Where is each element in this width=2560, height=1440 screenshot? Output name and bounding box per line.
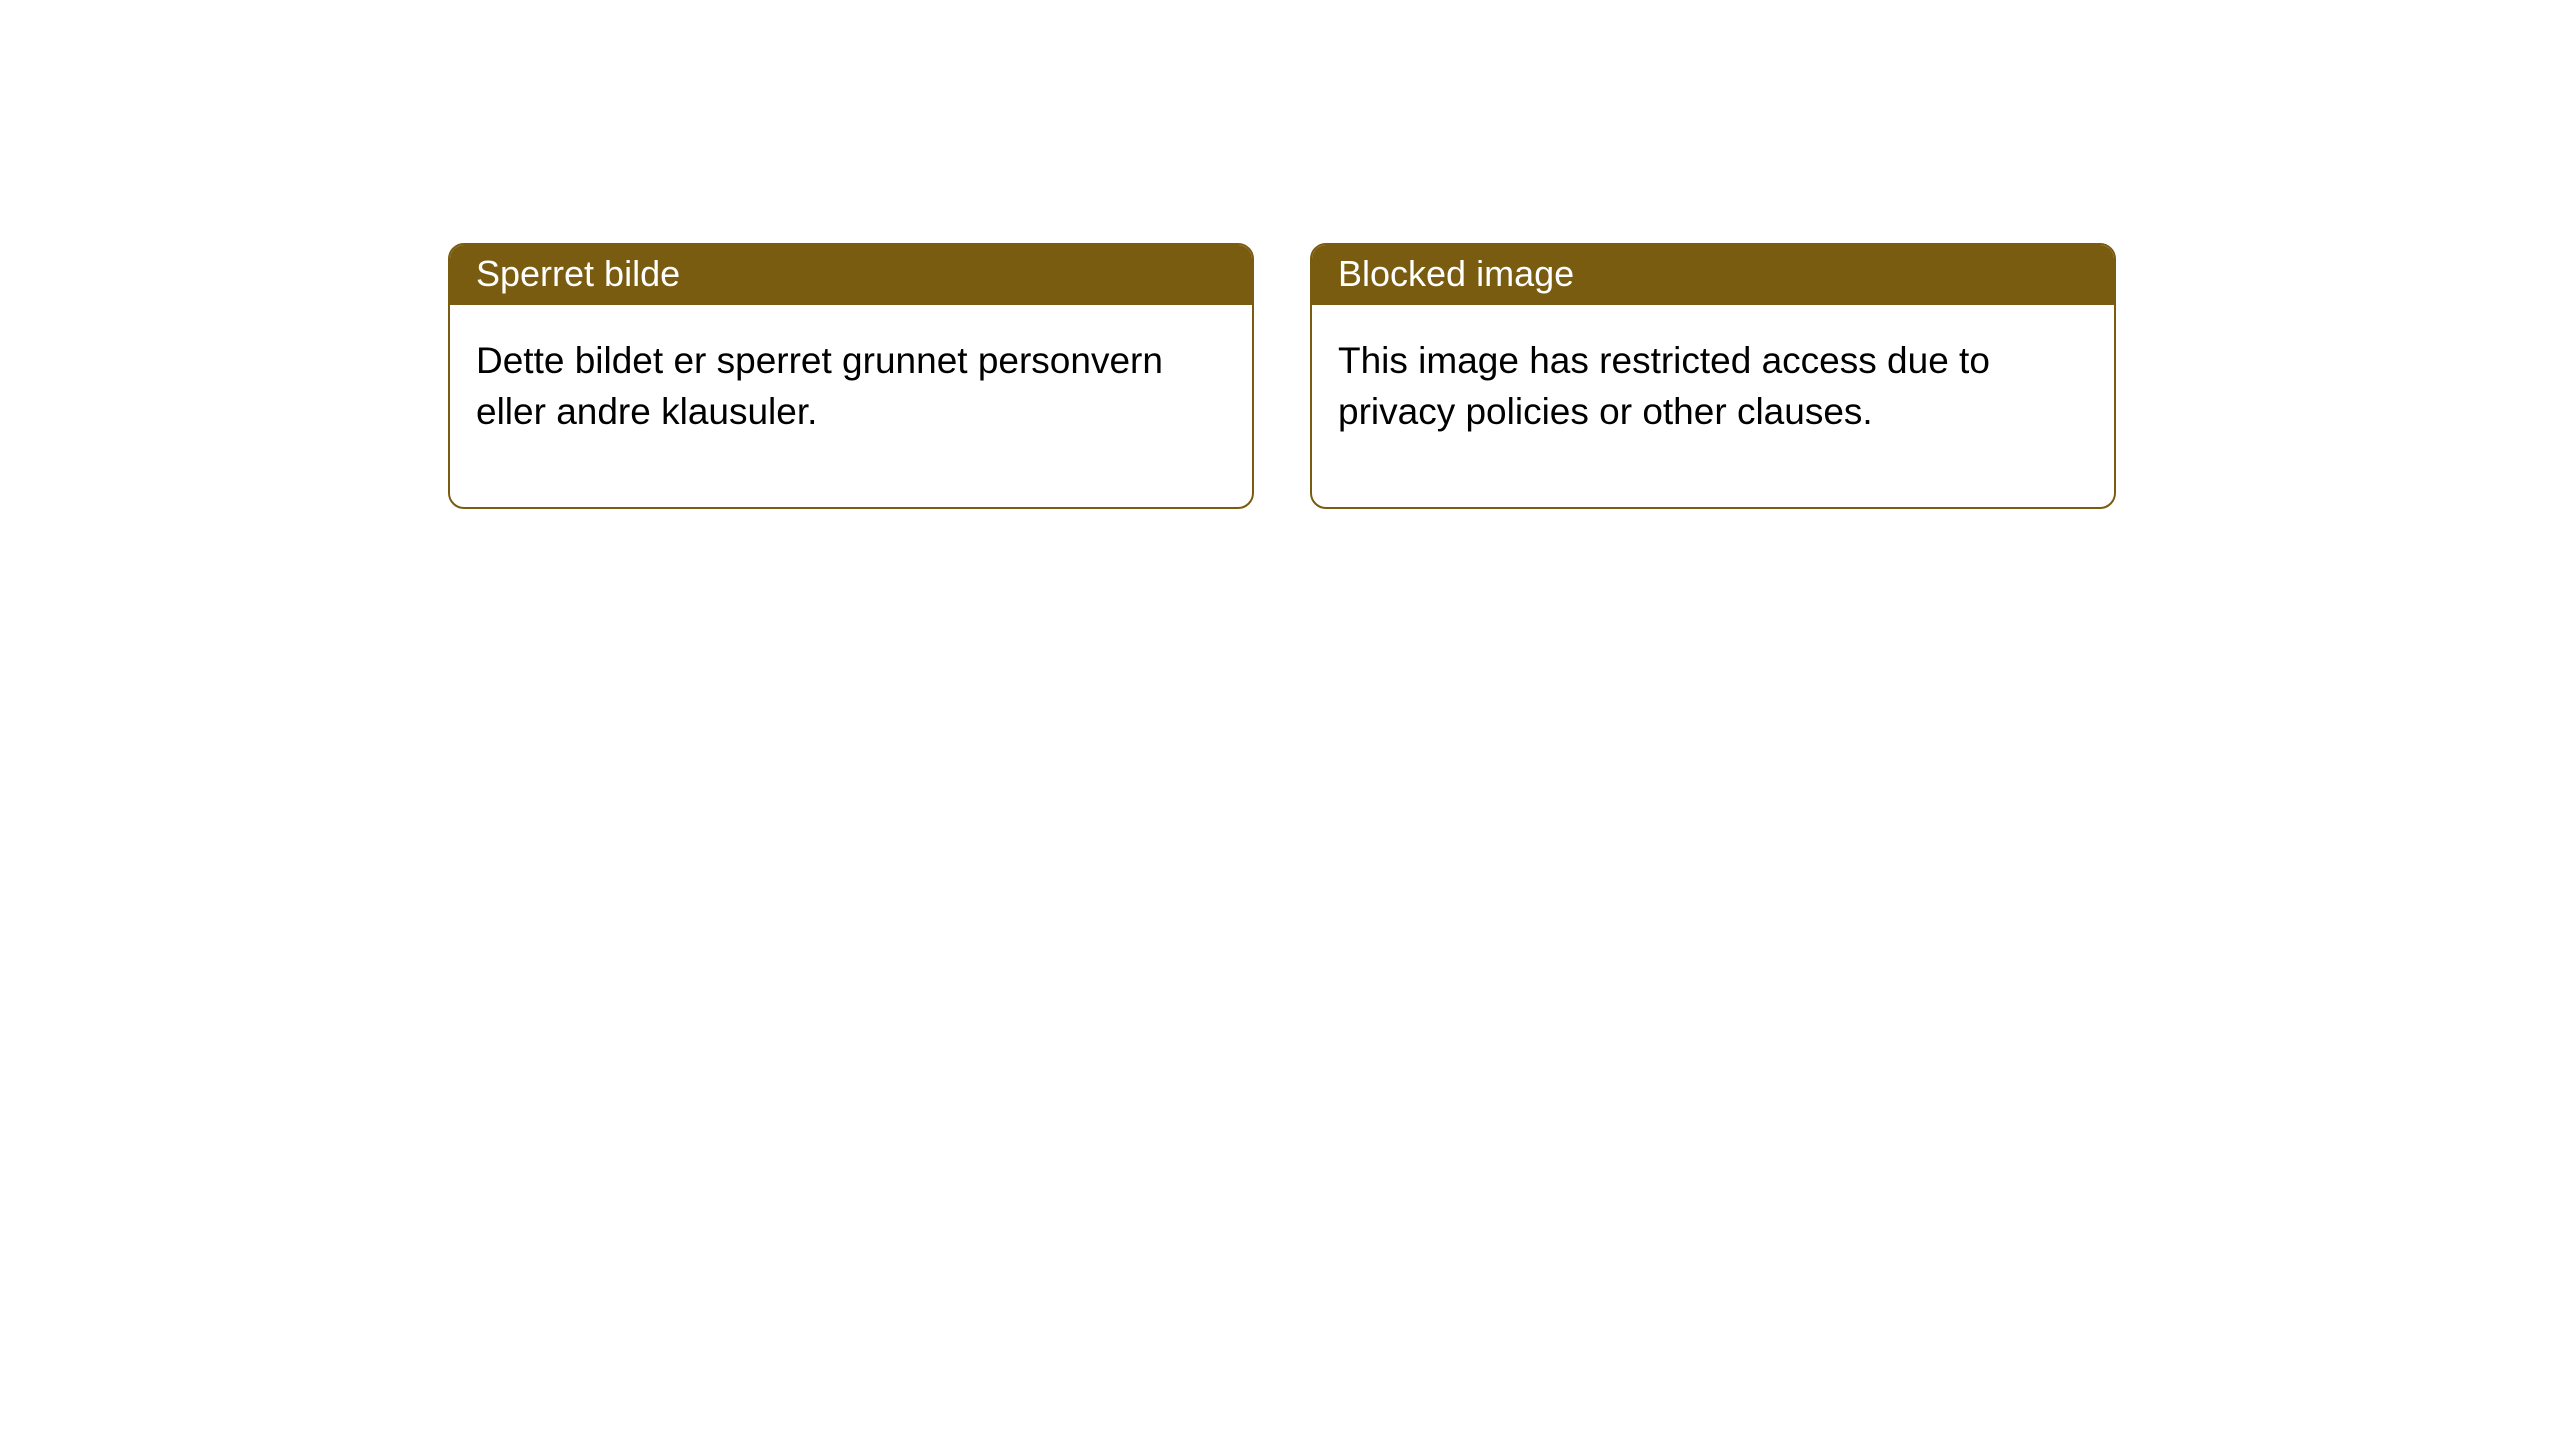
- notice-body-english: This image has restricted access due to …: [1312, 305, 2114, 507]
- notice-title-english: Blocked image: [1312, 245, 2114, 305]
- notice-body-norwegian: Dette bildet er sperret grunnet personve…: [450, 305, 1252, 507]
- notice-title-norwegian: Sperret bilde: [450, 245, 1252, 305]
- notice-container: Sperret bilde Dette bildet er sperret gr…: [0, 0, 2560, 509]
- notice-card-norwegian: Sperret bilde Dette bildet er sperret gr…: [448, 243, 1254, 509]
- notice-card-english: Blocked image This image has restricted …: [1310, 243, 2116, 509]
